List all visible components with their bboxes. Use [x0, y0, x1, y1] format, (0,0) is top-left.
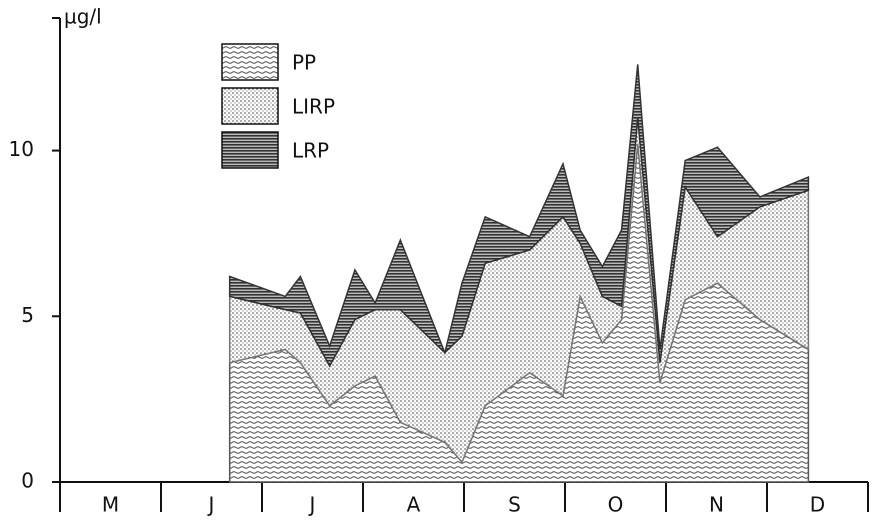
legend-swatch — [221, 87, 279, 125]
area — [228, 64, 810, 368]
x-tick-label: N — [709, 493, 724, 517]
legend-swatch — [221, 131, 279, 169]
x-tick-label: A — [407, 493, 421, 517]
x-tick-label: J — [308, 493, 316, 517]
y-tick-label: 0 — [21, 469, 34, 493]
y-axis-label: µg/l — [64, 5, 102, 29]
x-tick-label: O — [608, 493, 624, 517]
x-tick-label: J — [207, 493, 215, 517]
y-tick-label: 10 — [9, 137, 34, 161]
legend-label: PP — [292, 51, 316, 75]
legend-label: LIRP — [292, 95, 335, 119]
legend-label: LRP — [292, 139, 329, 163]
legend-swatch — [221, 43, 279, 81]
x-tick-label: M — [102, 493, 119, 517]
x-tick-label: D — [810, 493, 825, 517]
x-tick-label: S — [508, 493, 521, 517]
y-tick-label: 5 — [21, 303, 34, 327]
